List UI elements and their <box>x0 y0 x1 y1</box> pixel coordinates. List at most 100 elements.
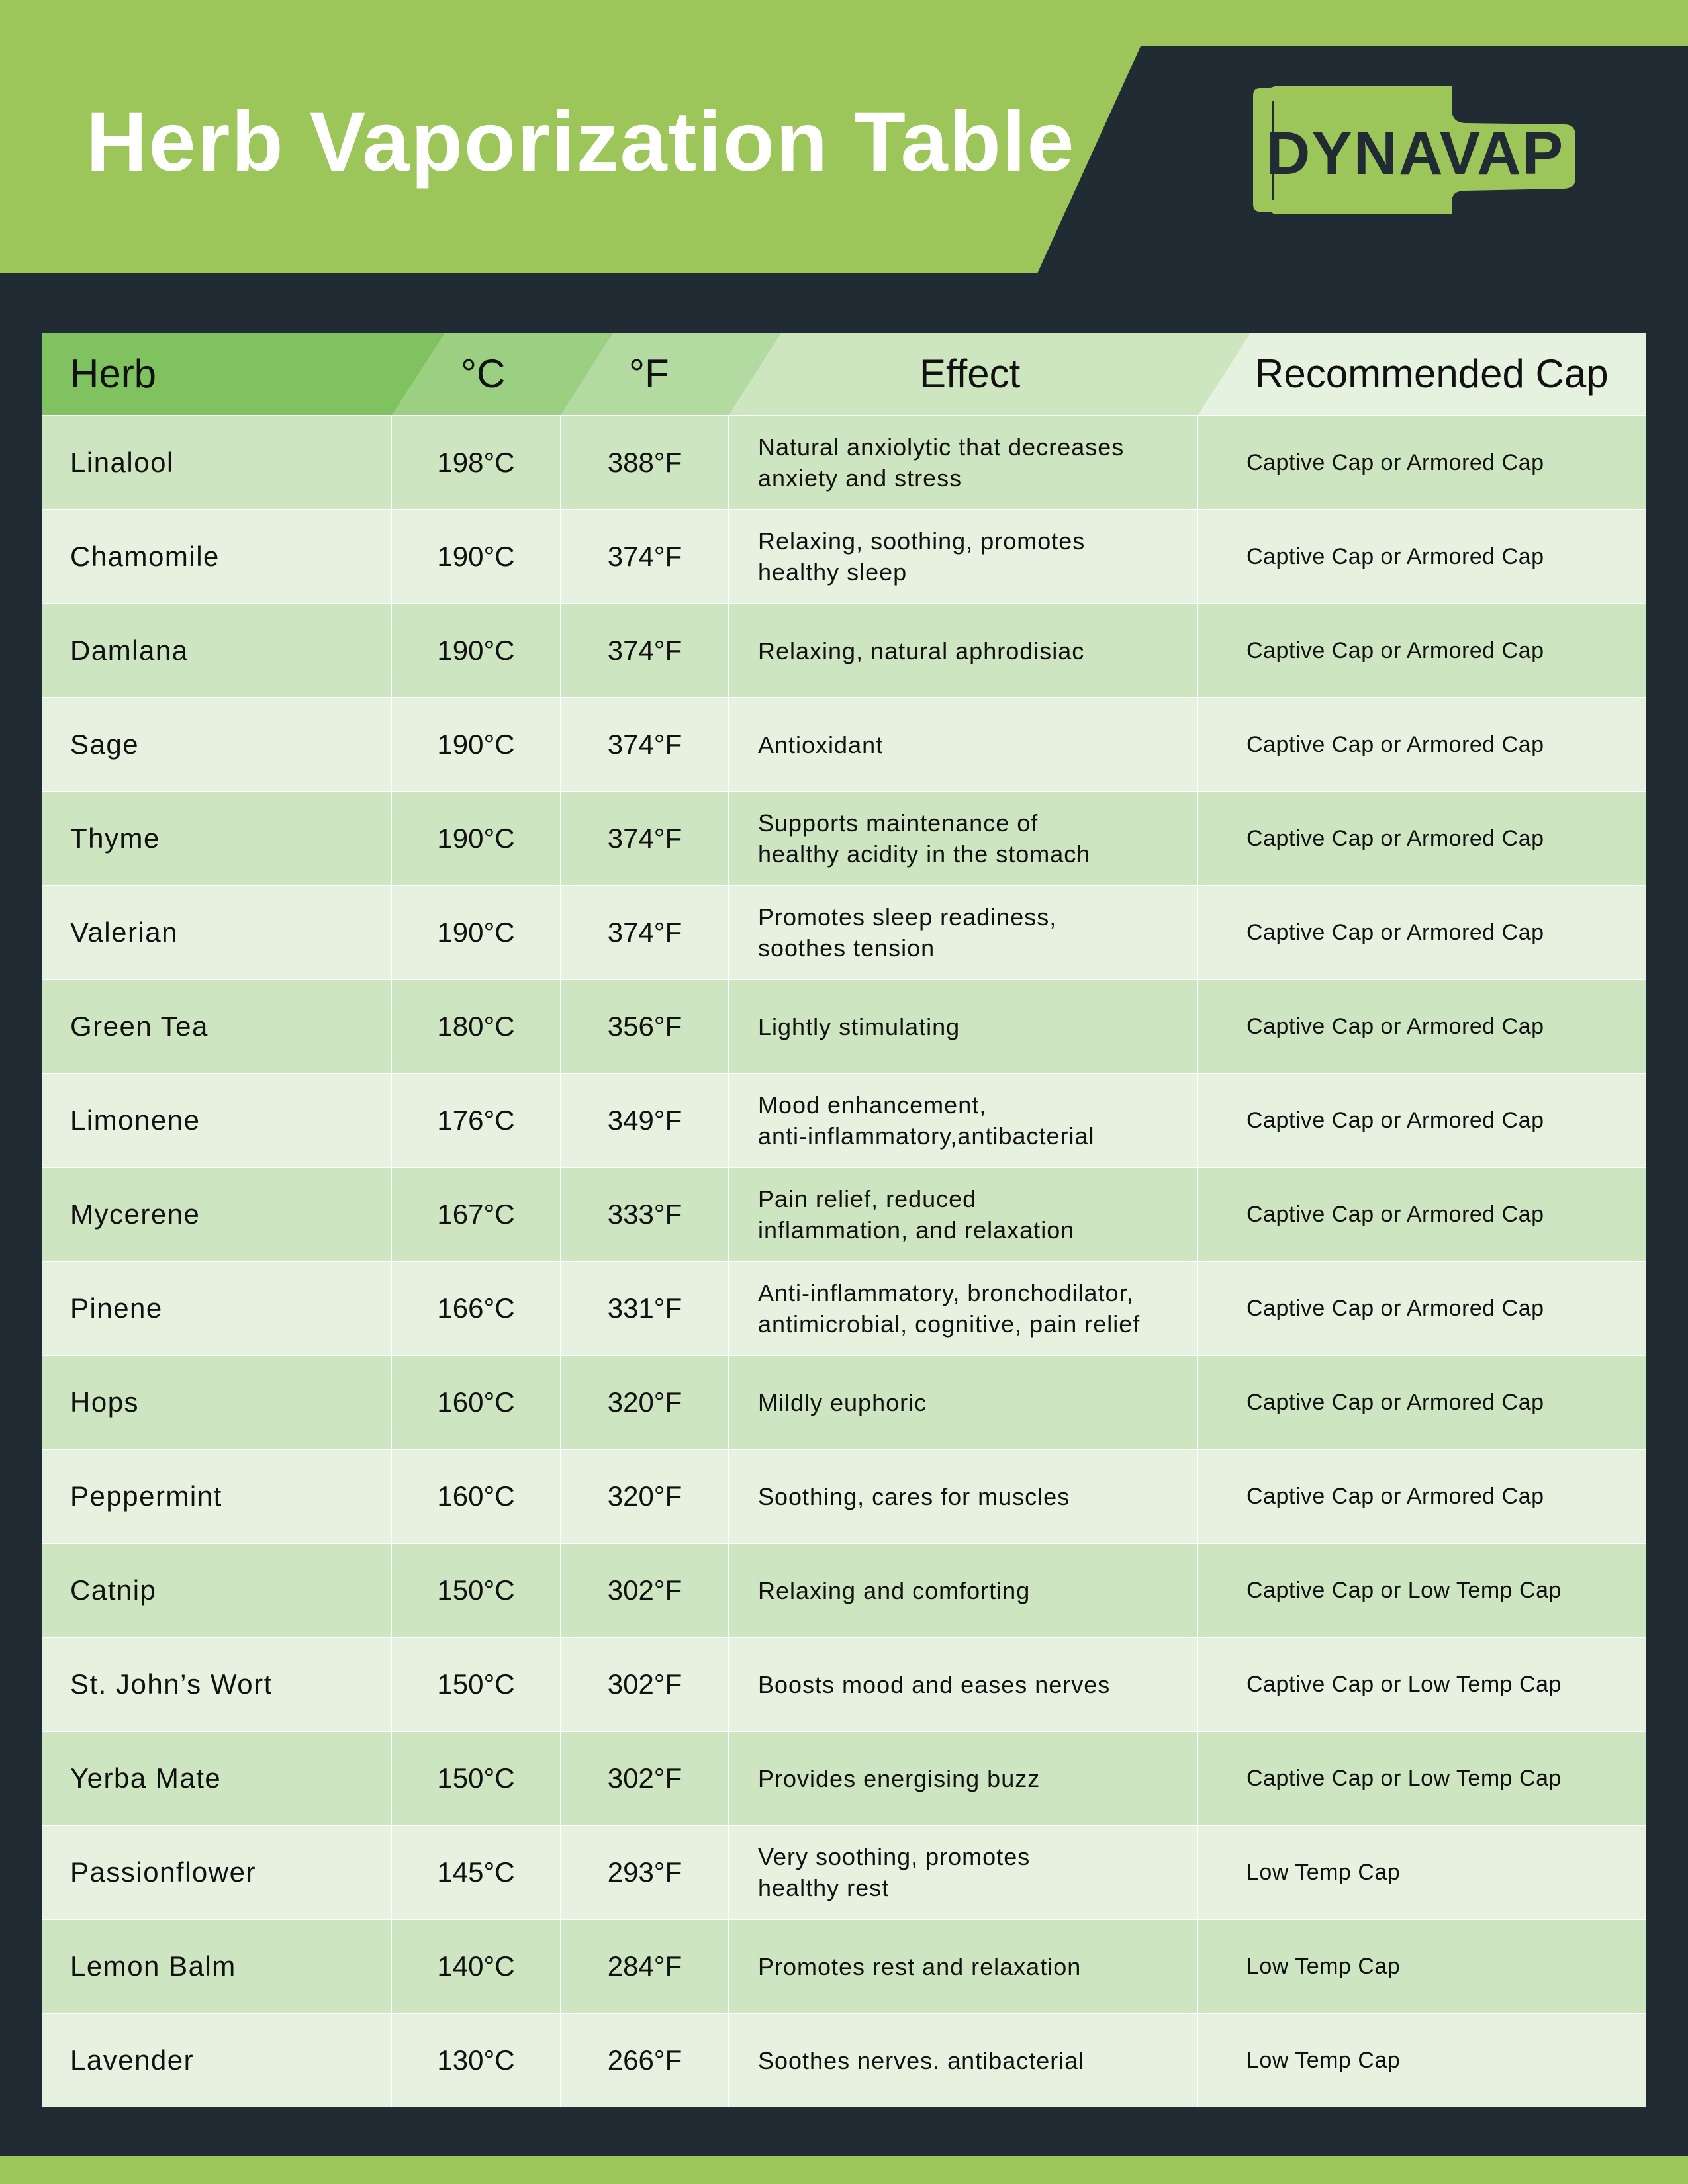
celsius-cell: 160°C <box>392 1356 561 1449</box>
herb-cell: Thyme <box>42 792 392 885</box>
effect-cell: Soothing, cares for muscles <box>729 1450 1198 1543</box>
fahrenheit-cell: 356°F <box>561 980 729 1073</box>
header-herb: Herb <box>70 351 157 396</box>
table-body: Linalool 198°C 388°F Natural anxiolytic tha… <box>42 415 1646 2107</box>
cap-cell: Captive Cap or Low Temp Cap <box>1246 1671 1562 1697</box>
fahrenheit-cell: 374°F <box>561 792 729 885</box>
herb-cell: Green Tea <box>42 980 392 1073</box>
header-celsius: °C <box>461 351 506 396</box>
cap-cell: Captive Cap or Armored Cap <box>1246 919 1544 945</box>
celsius-cell: 180°C <box>392 980 561 1073</box>
herb-cell: Chamomile <box>42 510 392 603</box>
effect-cell: Promotes sleep readiness, soothes tensio… <box>729 886 1198 979</box>
cap-cell: Captive Cap or Armored Cap <box>1246 543 1544 569</box>
table-row: Green Tea 180°C 356°F Lightly stimulating Ca… <box>42 979 1646 1073</box>
table-row: Catnip 150°C 302°F Relaxing and comforting C… <box>42 1543 1646 1637</box>
cap-cell: Captive Cap or Low Temp Cap <box>1246 1765 1562 1791</box>
herb-cell: Linalool <box>42 416 392 509</box>
celsius-cell: 190°C <box>392 698 561 791</box>
cap-cell: Low Temp Cap <box>1246 1859 1401 1885</box>
celsius-cell: 150°C <box>392 1544 561 1637</box>
header-fahrenheit: °F <box>629 351 669 396</box>
fahrenheit-cell: 374°F <box>561 510 729 603</box>
fahrenheit-cell: 320°F <box>561 1356 729 1449</box>
celsius-cell: 150°C <box>392 1638 561 1731</box>
celsius-cell: 176°C <box>392 1074 561 1167</box>
herb-cell: Peppermint <box>42 1450 392 1543</box>
celsius-cell: 190°C <box>392 604 561 697</box>
effect-cell: Pain relief, reduced inflammation, and r… <box>729 1168 1198 1261</box>
fahrenheit-cell: 388°F <box>561 416 729 509</box>
celsius-cell: 190°C <box>392 792 561 885</box>
cap-cell: Captive Cap or Armored Cap <box>1246 449 1544 475</box>
cap-cell: Low Temp Cap <box>1246 2047 1401 2073</box>
table-row: St. John’s Wort 150°C 302°F Boosts mood and… <box>42 1637 1646 1731</box>
effect-cell: Natural anxiolytic that decreases anxiet… <box>729 416 1198 509</box>
fahrenheit-cell: 349°F <box>561 1074 729 1167</box>
cap-cell: Captive Cap or Armored Cap <box>1246 1389 1544 1415</box>
effect-cell: Promotes rest and relaxation <box>729 1920 1198 2013</box>
herb-cell: Catnip <box>42 1544 392 1637</box>
table-row: Damlana 190°C 374°F Relaxing, natural aphro… <box>42 603 1646 697</box>
effect-cell: Provides energising buzz <box>729 1732 1198 1825</box>
effect-cell: Soothes nerves. antibacterial <box>729 2014 1198 2107</box>
celsius-cell: 140°C <box>392 1920 561 2013</box>
cap-cell: Captive Cap or Low Temp Cap <box>1246 1577 1562 1603</box>
effect-cell: Relaxing, natural aphrodisiac <box>729 604 1198 697</box>
table-row: Lavender 130°C 266°F Soothes nerves. antiba… <box>42 2013 1646 2107</box>
table-row: Pinene 166°C 331°F Anti-inflammatory, bronc… <box>42 1261 1646 1355</box>
footer-band <box>0 2156 1688 2184</box>
cap-cell: Captive Cap or Armored Cap <box>1246 1201 1544 1227</box>
herb-cell: Valerian <box>42 886 392 979</box>
fahrenheit-cell: 333°F <box>561 1168 729 1261</box>
fahrenheit-cell: 302°F <box>561 1638 729 1731</box>
table-header: Herb °C °F Effect Recommended Cap <box>42 333 1646 415</box>
table-row: Yerba Mate 150°C 302°F Provides energising … <box>42 1731 1646 1825</box>
effect-cell: Boosts mood and eases nerves <box>729 1638 1198 1731</box>
herb-cell: Sage <box>42 698 392 791</box>
effect-cell: Very soothing, promotes healthy rest <box>729 1826 1198 1919</box>
effect-cell: Mildly euphoric <box>729 1356 1198 1449</box>
effect-cell: Mood enhancement, anti-inflammatory,anti… <box>729 1074 1198 1167</box>
effect-cell: Relaxing and comforting <box>729 1544 1198 1637</box>
fahrenheit-cell: 374°F <box>561 886 729 979</box>
herb-cell: Damlana <box>42 604 392 697</box>
celsius-cell: 166°C <box>392 1262 561 1355</box>
cap-cell: Captive Cap or Armored Cap <box>1246 1483 1544 1509</box>
celsius-cell: 167°C <box>392 1168 561 1261</box>
celsius-cell: 190°C <box>392 886 561 979</box>
cap-cell: Captive Cap or Armored Cap <box>1246 731 1544 757</box>
cap-cell: Captive Cap or Armored Cap <box>1246 1107 1544 1133</box>
table-row: Chamomile 190°C 374°F Relaxing, soothing, p… <box>42 509 1646 603</box>
fahrenheit-cell: 293°F <box>561 1826 729 1919</box>
celsius-cell: 190°C <box>392 510 561 603</box>
fahrenheit-cell: 320°F <box>561 1450 729 1543</box>
table-row: Limonene 176°C 349°F Mood enhancement, anti… <box>42 1073 1646 1167</box>
cap-cell: Captive Cap or Armored Cap <box>1246 1013 1544 1039</box>
herb-cell: Lavender <box>42 2014 392 2107</box>
dynavap-logo: DYNAVAP <box>1253 86 1575 214</box>
celsius-cell: 150°C <box>392 1732 561 1825</box>
fahrenheit-cell: 302°F <box>561 1732 729 1825</box>
effect-cell: Supports maintenance of healthy acidity … <box>729 792 1198 885</box>
fahrenheit-cell: 374°F <box>561 698 729 791</box>
herb-cell: Lemon Balm <box>42 1920 392 2013</box>
celsius-cell: 130°C <box>392 2014 561 2107</box>
cap-cell: Low Temp Cap <box>1246 1953 1401 1979</box>
celsius-cell: 198°C <box>392 416 561 509</box>
fahrenheit-cell: 302°F <box>561 1544 729 1637</box>
fahrenheit-cell: 331°F <box>561 1262 729 1355</box>
cap-cell: Captive Cap or Armored Cap <box>1246 637 1544 663</box>
table-row: Hops 160°C 320°F Mildly euphoric Captive Cap… <box>42 1355 1646 1449</box>
fahrenheit-cell: 374°F <box>561 604 729 697</box>
fahrenheit-cell: 284°F <box>561 1920 729 2013</box>
header-effect: Effect <box>919 351 1021 396</box>
effect-cell: Lightly stimulating <box>729 980 1198 1073</box>
herb-cell: Yerba Mate <box>42 1732 392 1825</box>
effect-cell: Anti-inflammatory, bronchodilator, antim… <box>729 1262 1198 1355</box>
table-row: Thyme 190°C 374°F Supports maintenance of h… <box>42 791 1646 885</box>
herb-cell: St. John’s Wort <box>42 1638 392 1731</box>
table-row: Sage 190°C 374°F Antioxidant Captive Cap or … <box>42 697 1646 791</box>
effect-cell: Relaxing, soothing, promotes healthy sle… <box>729 510 1198 603</box>
